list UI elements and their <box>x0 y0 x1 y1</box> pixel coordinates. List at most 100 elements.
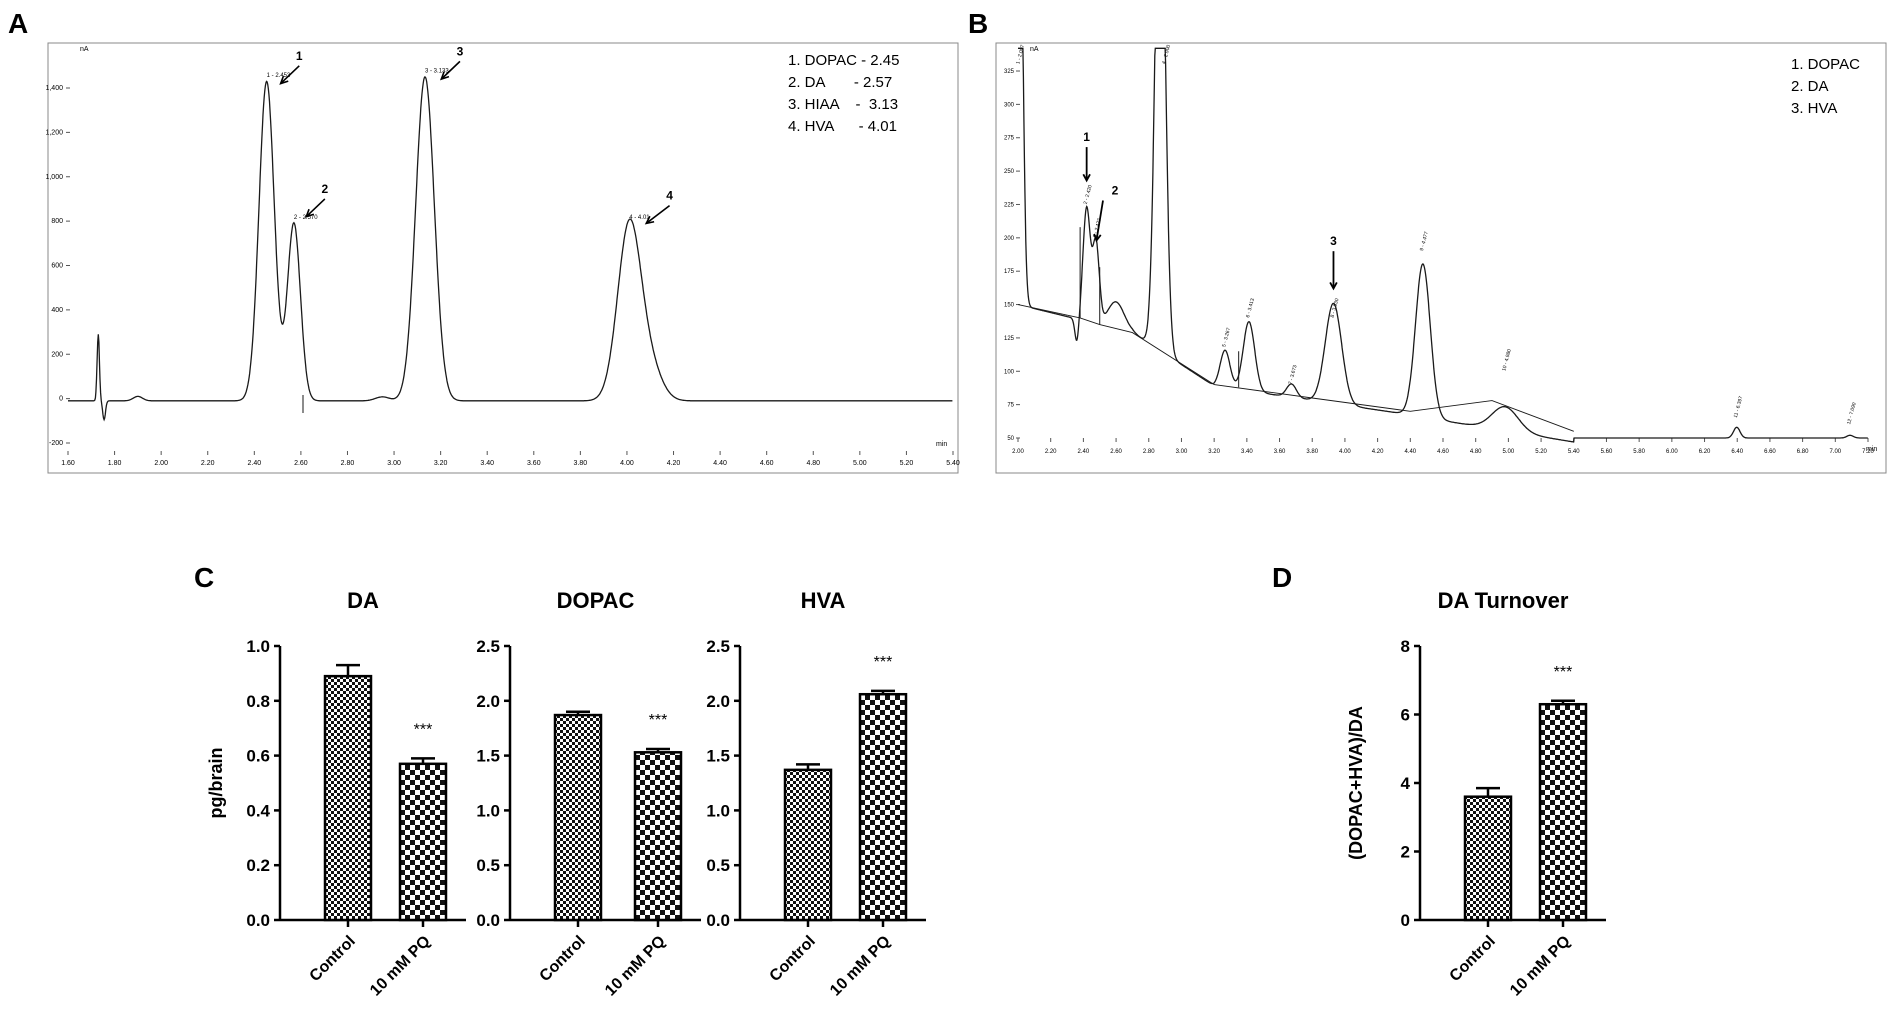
x-tick-label: 3.00 <box>387 460 401 467</box>
peak-label: 9 - 4.477 <box>1419 231 1430 252</box>
x-tick-label: 2.20 <box>201 460 215 467</box>
y-tick-label: 175 <box>1004 269 1015 275</box>
bar-chart-dopac: DOPAC 0.0 0.5 1.0 1.5 2.0 2.5 Control 10 mM PQ **… <box>470 580 701 1026</box>
chart-title: HVA <box>801 588 846 613</box>
y-tick-label: 2.0 <box>706 692 730 711</box>
y-tick-label: 0.5 <box>476 856 500 875</box>
x-tick-label: 3.40 <box>480 460 494 467</box>
x-tick-label: 4.20 <box>1372 449 1384 455</box>
legend-line-4: 4. HVA - 4.01 <box>788 118 897 135</box>
x-tick-label: 7.20 <box>1862 449 1874 455</box>
chromatogram-a-y-unit: nA <box>80 46 89 53</box>
x-tick-label: 2.60 <box>294 460 308 467</box>
panel-letter-b: B <box>968 8 989 39</box>
peak-arrow: 3 <box>1329 234 1338 291</box>
x-tick-label: 10 mM PQ <box>1507 933 1574 1000</box>
y-tick-label: 150 <box>1004 303 1015 309</box>
x-tick-label: 1.80 <box>108 460 122 467</box>
x-tick-label: 10 mM PQ <box>602 933 669 1000</box>
x-tick-label: 2.00 <box>1012 449 1024 455</box>
y-tick-label: 0.0 <box>246 911 270 930</box>
peak-label: 2 - 2.570 <box>294 215 318 221</box>
chromatogram-a-svg: -200 0 200 400 600 800 1,000 1,200 1,400 1.60 1.8… <box>45 42 960 474</box>
chromatogram-a-legend: 1. DOPAC - 2.45 2. DA - 2.57 3. HIAA - 3… <box>788 52 899 135</box>
x-tick-label: 7.00 <box>1829 449 1841 455</box>
y-tick-label: 2.5 <box>706 637 730 656</box>
significance-marker: *** <box>649 712 668 729</box>
x-tick-label: 4.60 <box>1437 449 1449 455</box>
bar <box>1538 702 1588 922</box>
x-tick-label: 3.40 <box>1241 449 1253 455</box>
legend-line-1: 1. DOPAC <box>1791 56 1860 73</box>
peak-arrow: 4 <box>644 189 673 225</box>
bar <box>553 713 603 922</box>
peak-label: 7 - 3.673 <box>1288 364 1299 385</box>
significance-marker: *** <box>874 654 893 671</box>
peak-number: 2 <box>322 182 329 196</box>
x-tick-label: 6.40 <box>1731 449 1743 455</box>
y-tick-label: 100 <box>1004 369 1015 375</box>
peak-label: 4 - 2.900 <box>1161 44 1172 65</box>
x-tick-label: 2.40 <box>248 460 262 467</box>
chromatogram-a: -200 0 200 400 600 800 1,000 1,200 1,400 1.60 1.8… <box>45 42 960 474</box>
x-tick-label: 2.60 <box>1110 449 1122 455</box>
x-tick-label: Control <box>767 933 819 985</box>
y-tick-label: 0 <box>1401 911 1410 930</box>
x-tick-label: 3.80 <box>1306 449 1318 455</box>
bar <box>1463 795 1513 922</box>
x-tick-label: 3.80 <box>574 460 588 467</box>
x-tick-label: Control <box>537 933 589 985</box>
y-tick-label: 2 <box>1401 843 1410 862</box>
peak-label: 3 - 2.477 <box>1092 218 1103 239</box>
y-tick-label: 75 <box>1007 403 1014 409</box>
x-tick-label: 5.00 <box>853 460 867 467</box>
y-tick-label: 1,000 <box>45 174 63 181</box>
panel-letter-c: C <box>194 562 215 593</box>
bar <box>783 768 833 922</box>
x-tick-label: 4.20 <box>667 460 681 467</box>
peak-arrow: 1 <box>1082 130 1091 183</box>
chromatogram-b-y-unit: nA <box>1030 46 1039 53</box>
y-tick-label: 4 <box>1401 774 1411 793</box>
bar-chart-hva: HVA 0.0 0.5 1.0 1.5 2.0 2.5 Control 10 mM PQ *** <box>700 580 930 1026</box>
peak-number: 3 <box>457 44 464 58</box>
x-tick-label: 10 mM PQ <box>827 933 894 1000</box>
y-tick-label: 0.5 <box>706 856 730 875</box>
x-tick-label: 5.40 <box>946 460 960 467</box>
x-tick-label: 5.20 <box>900 460 914 467</box>
x-tick-label: 3.20 <box>434 460 448 467</box>
x-tick-label: 4.40 <box>1404 449 1416 455</box>
y-tick-label: 0 <box>59 396 63 403</box>
y-tick-label: 50 <box>1007 436 1014 442</box>
y-tick-label: 8 <box>1401 637 1410 656</box>
x-tick-label: 5.40 <box>1568 449 1580 455</box>
chart-title: DOPAC <box>557 588 635 613</box>
y-tick-label: -200 <box>49 440 63 447</box>
chart-title: DA Turnover <box>1438 588 1569 613</box>
x-tick-label: 5.20 <box>1535 449 1547 455</box>
chromatogram-b: 50 75 100 125 150 175 200 225 250 275 300 325 2.00 2… <box>995 42 1887 474</box>
y-tick-label: 1.5 <box>706 747 730 766</box>
y-tick-label: 300 <box>1004 102 1015 108</box>
y-tick-label: 0.8 <box>246 692 270 711</box>
chromatogram-a-x-unit: min <box>936 441 947 448</box>
bar-chart-da: DA 0.0 0.2 0.4 0.6 0.8 1.0 pg/brain Control 10 mM… <box>206 580 466 1026</box>
y-tick-label: 1.0 <box>246 637 270 656</box>
x-tick-label: 4.00 <box>620 460 634 467</box>
peak-number: 1 <box>296 49 303 63</box>
x-tick-label: 4.00 <box>1339 449 1351 455</box>
y-tick-label: 125 <box>1004 336 1015 342</box>
peak-label: 4 - 4.01 <box>629 215 650 221</box>
y-tick-label: 225 <box>1004 202 1015 208</box>
chromatogram-b-x-unit: min <box>1866 446 1877 453</box>
legend-line-3: 3. HVA <box>1791 100 1837 117</box>
peak-label: 8 - 3.930 <box>1330 298 1341 319</box>
bar <box>398 762 448 922</box>
x-tick-label: 6.20 <box>1699 449 1711 455</box>
y-tick-label: 400 <box>51 307 63 314</box>
significance-marker: *** <box>1554 664 1573 681</box>
y-axis-label: pg/brain <box>206 748 226 819</box>
y-tick-label: 1,400 <box>45 85 63 92</box>
x-tick-label: 4.60 <box>760 460 774 467</box>
y-tick-label: 6 <box>1401 706 1410 725</box>
